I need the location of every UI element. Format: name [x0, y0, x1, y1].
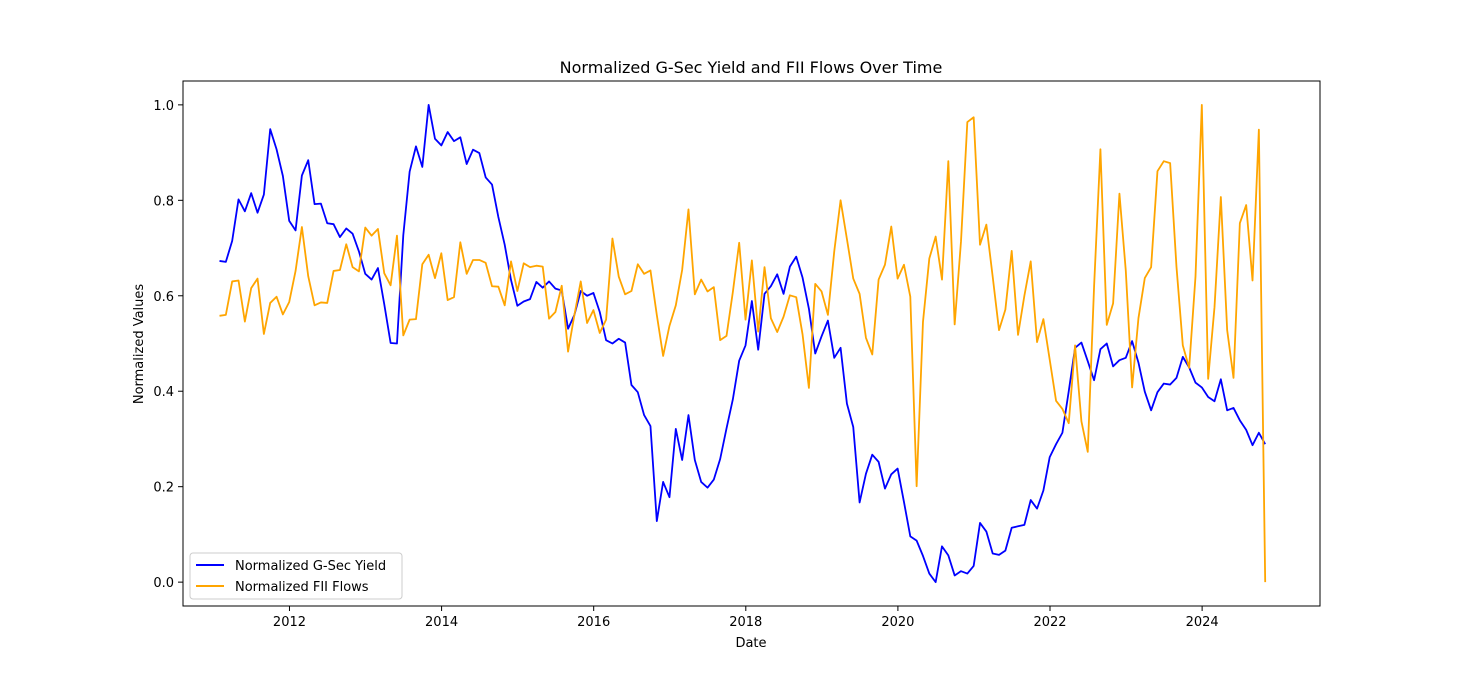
series-line-fii-flows — [219, 103, 1267, 583]
y-axis: 0.0 0.2 0.4 0.6 0.8 1.0 — [153, 99, 183, 591]
x-tick-label: 2024 — [1186, 615, 1219, 630]
plot-frame — [182, 80, 1321, 607]
x-axis-label: Date — [735, 636, 766, 651]
x-tick-label: 2022 — [1033, 615, 1066, 630]
y-tick-label: 0.2 — [153, 481, 174, 496]
chart-title: Normalized G-Sec Yield and FII Flows Ove… — [560, 58, 943, 77]
y-tick-label: 0.8 — [153, 194, 174, 209]
x-tick-label: 2014 — [425, 615, 458, 630]
x-tick-label: 2018 — [729, 615, 762, 630]
y-tick-label: 0.4 — [153, 385, 174, 400]
y-tick-label: 0.0 — [153, 576, 174, 591]
legend-label-fii-flows: Normalized FII Flows — [235, 580, 369, 595]
x-tick-label: 2020 — [881, 615, 914, 630]
legend-label-gsec-yield: Normalized G-Sec Yield — [235, 559, 386, 574]
y-axis-label: Normalized Values — [132, 284, 147, 405]
x-tick-label: 2016 — [577, 615, 610, 630]
legend: Normalized G-Sec Yield Normalized FII Fl… — [189, 552, 403, 600]
series-layer — [219, 103, 1267, 584]
legend-box — [189, 552, 403, 600]
x-axis: 2012 2014 2016 2018 2020 2022 2024 — [273, 606, 1219, 630]
x-tick-label: 2012 — [273, 615, 306, 630]
y-tick-label: 1.0 — [153, 99, 174, 114]
y-tick-label: 0.6 — [153, 290, 174, 305]
